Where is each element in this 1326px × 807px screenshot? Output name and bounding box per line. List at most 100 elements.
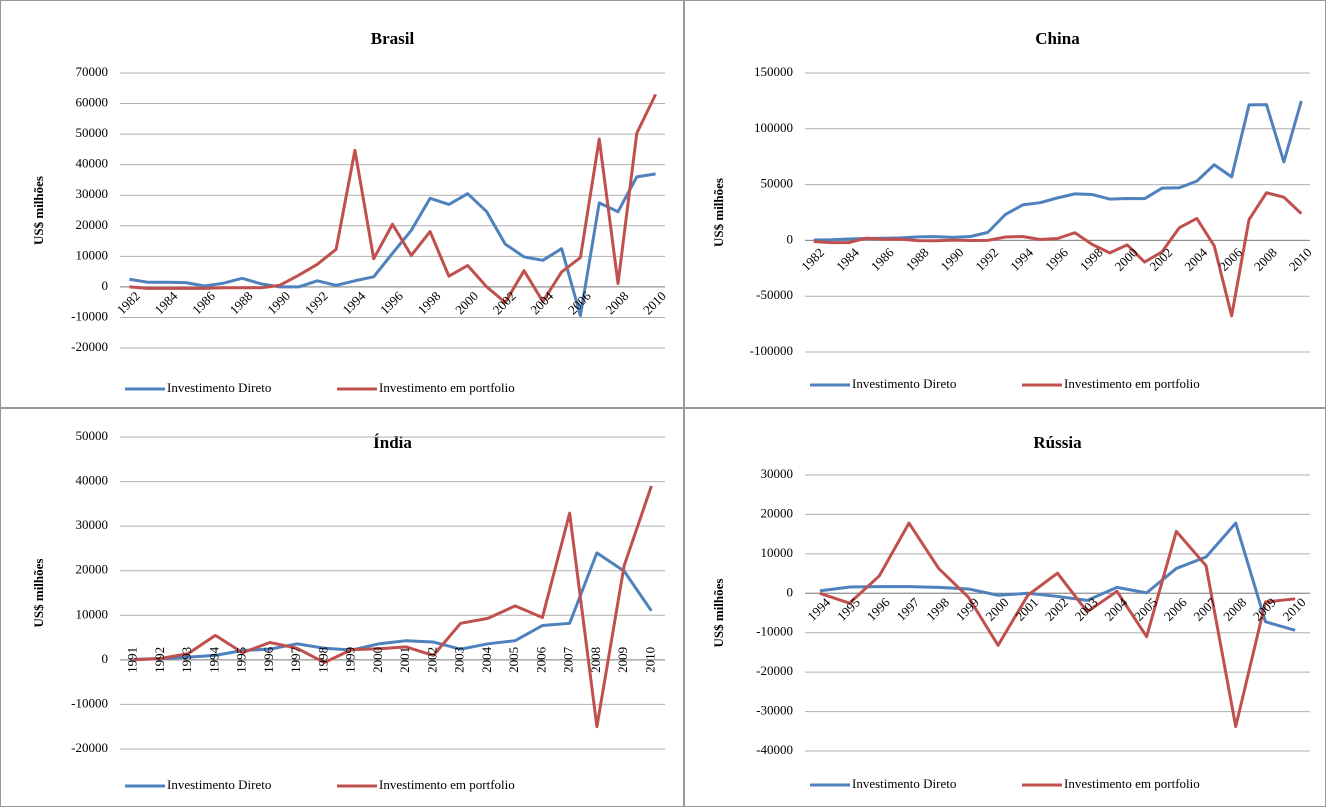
x-tick-label: 2006 [1161,594,1190,623]
x-tick-label: 1984 [151,288,180,317]
x-tick-label: 2009 [1250,595,1279,624]
panel: Índia US$ milhões -20000 -10000 0 10000 20000 3… [31,428,665,792]
legend-label: Investimento Direto [852,776,956,791]
x-tick-label: 1996 [1042,244,1071,273]
x-tick-label: 1992 [302,288,331,317]
x-tick-label: 1994 [1007,244,1036,273]
x-tick-label: 1990 [264,288,293,317]
legend-label: Investimento em portfolio [1064,376,1200,391]
x-tick-label: 1994 [804,594,833,623]
x-tick-label: 2006 [533,646,548,673]
y-tick-label: 50000 [761,176,794,191]
y-tick-label: 10000 [76,247,109,262]
y-tick-label: -40000 [756,742,793,757]
x-tick-label: 2008 [1220,595,1249,624]
x-tick-label: 1995 [234,647,249,673]
y-tick-label: 40000 [76,156,109,171]
y-tick-label: 10000 [76,606,109,621]
x-tick-label: 1990 [937,245,966,274]
x-tick-label: 2002 [424,647,439,673]
y-tick-label: 20000 [76,217,109,232]
y-tick-label: 30000 [76,186,109,201]
x-tick-label: 1998 [923,595,952,624]
x-tick-label: 2010 [1286,245,1315,274]
x-tick-label: 2008 [588,647,603,673]
x-tick-label: 1984 [833,244,862,273]
y-tick-label: 50000 [76,428,109,443]
panel: Brasil US$ milhões -20000 -10000 0 10000 20000… [31,29,669,395]
y-axis-label: US$ milhões [31,176,46,245]
legend-label: Investimento em portfolio [1064,776,1200,791]
x-tick-label: 1997 [288,646,303,673]
x-tick-label: 2006 [565,288,594,317]
x-tick-label: 1994 [206,646,221,673]
x-tick-label: 2000 [452,288,481,317]
chart-title: China [1035,29,1080,48]
y-tick-label: 0 [102,278,109,293]
series-line [813,100,1303,242]
y-tick-label: 60000 [76,95,109,110]
y-tick-label: 100000 [754,120,793,135]
chart-title: Índia [373,433,412,452]
y-tick-label: 150000 [754,64,793,79]
x-tick-label: 1998 [415,288,444,317]
x-tick-label: 1988 [227,288,256,317]
y-tick-label: -20000 [71,740,108,755]
x-tick-label: 1996 [261,646,276,673]
x-tick-label: 2004 [479,646,494,673]
x-tick-label: 1991 [125,647,140,673]
series-line [129,93,657,304]
panel: China US$ milhões -100000 -50000 0 50000 10000… [711,29,1315,391]
x-tick-label: 2004 [527,288,556,317]
y-tick-label: 40000 [76,473,109,488]
y-tick-label: -10000 [71,695,108,710]
chart-title: Rússia [1033,433,1082,452]
x-tick-label: 2002 [1146,245,1175,274]
x-tick-label: 1982 [798,245,827,274]
series-line [819,521,1296,632]
legend-label: Investimento Direto [167,777,271,792]
series-line [819,521,1296,729]
x-tick-label: 2000 [983,595,1012,624]
y-tick-label: 70000 [76,64,109,79]
x-tick-label: 2008 [1251,245,1280,274]
x-tick-label: 2009 [615,647,630,673]
series-line [129,172,656,318]
y-tick-label: 50000 [76,125,109,140]
legend-label: Investimento em portfolio [379,777,515,792]
x-tick-label: 1986 [868,244,897,273]
y-tick-label: 0 [787,584,794,599]
y-tick-label: 10000 [761,545,794,560]
x-tick-label: 1998 [315,647,330,673]
x-tick-label: 2008 [602,288,631,317]
y-axis-label: US$ milhões [711,579,726,648]
legend-label: Investimento Direto [852,376,956,391]
y-axis-label: US$ milhões [31,559,46,628]
x-tick-label: 1999 [343,647,358,673]
legend-label: Investimento em portfolio [379,380,515,395]
y-tick-label: -20000 [756,663,793,678]
x-tick-label: 2010 [640,288,669,317]
series-line [133,485,653,729]
chart-title: Brasil [371,29,415,48]
x-tick-label: 1988 [903,245,932,274]
x-tick-label: 1992 [152,647,167,673]
x-tick-label: 1997 [893,594,922,623]
y-axis-label: US$ milhões [711,178,726,247]
y-tick-label: -50000 [756,287,793,302]
x-tick-label: 2001 [397,647,412,673]
series-line [813,191,1303,318]
y-tick-label: 20000 [76,562,109,577]
x-tick-label: 1993 [179,647,194,673]
y-tick-label: 20000 [761,505,794,520]
x-tick-label: 1986 [189,288,218,317]
legend-label: Investimento Direto [167,380,271,395]
y-tick-label: -100000 [750,343,793,358]
x-tick-label: 2010 [642,647,657,673]
y-tick-label: 0 [102,651,109,666]
x-tick-label: 1996 [377,288,406,317]
x-tick-label: 1999 [953,595,982,624]
x-tick-label: 1994 [339,288,368,317]
